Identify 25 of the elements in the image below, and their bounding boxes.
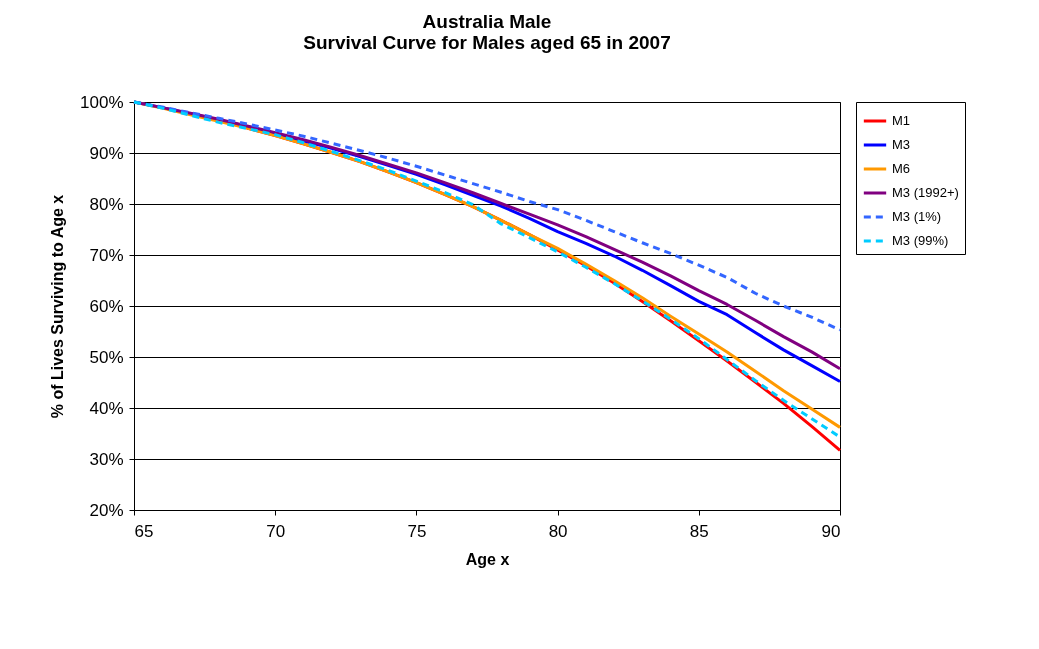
x-tick-label: 80 bbox=[548, 521, 568, 541]
y-tick-label: 20% bbox=[89, 500, 124, 520]
x-tick-label: 65 bbox=[134, 521, 154, 541]
legend-label: M3 (99%) bbox=[892, 233, 949, 248]
legend-label: M3 bbox=[892, 137, 911, 152]
legend-label: M6 bbox=[892, 161, 911, 176]
y-tick-label: 100% bbox=[80, 92, 124, 112]
y-tick-label: 40% bbox=[89, 398, 124, 418]
y-tick-label: 90% bbox=[89, 143, 124, 163]
y-tick-label: 70% bbox=[89, 245, 124, 265]
x-tick-label: 70 bbox=[266, 521, 286, 541]
y-tick-label: 30% bbox=[89, 449, 124, 469]
x-tick-label: 75 bbox=[407, 521, 427, 541]
text: Australia Male bbox=[422, 11, 552, 32]
y-tick-label: 50% bbox=[89, 347, 124, 367]
text: Survival Curve for Males aged 65 in 2007 bbox=[303, 32, 671, 53]
legend-label: M1 bbox=[892, 113, 911, 128]
y-tick-label: 60% bbox=[89, 296, 124, 316]
x-axis-title: Age x bbox=[465, 550, 510, 568]
x-tick-label: 90 bbox=[821, 521, 841, 541]
legend-label: M3 (1%) bbox=[892, 209, 942, 224]
y-axis-title: % of Lives Surviving to Age x bbox=[49, 194, 67, 419]
y-tick-label: 80% bbox=[89, 194, 124, 214]
x-tick-label: 85 bbox=[689, 521, 709, 541]
legend-label: M3 (1992+) bbox=[892, 185, 959, 200]
